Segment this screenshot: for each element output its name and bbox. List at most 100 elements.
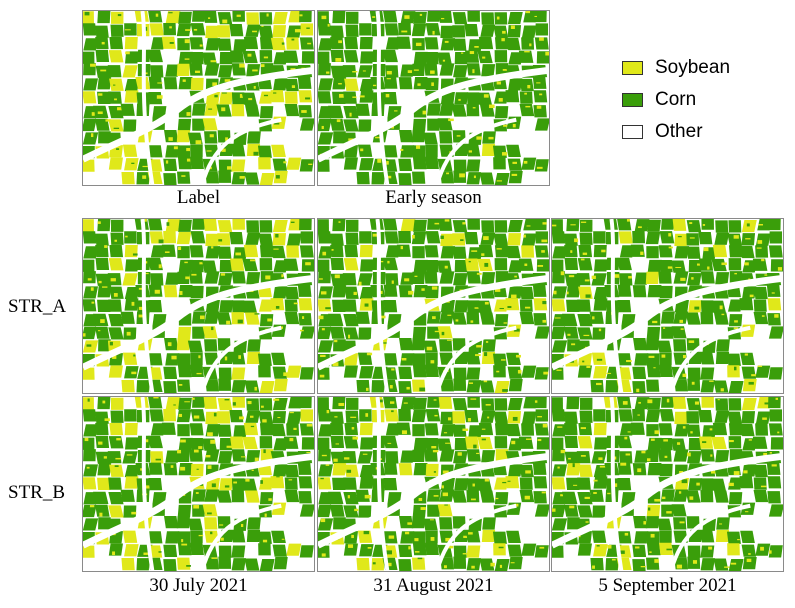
field-145 bbox=[437, 504, 453, 517]
crop-map-early-season bbox=[318, 11, 549, 185]
field-165 bbox=[247, 517, 261, 530]
field-182 bbox=[246, 351, 261, 365]
field-67 bbox=[301, 259, 314, 272]
field-214 bbox=[218, 556, 232, 569]
field-161 bbox=[187, 340, 203, 353]
field-speckle-119 bbox=[554, 317, 561, 319]
field-79 bbox=[231, 449, 246, 462]
field-104 bbox=[108, 91, 122, 104]
field-134 bbox=[753, 311, 769, 325]
field-122 bbox=[355, 103, 370, 116]
field-speckle-218 bbox=[746, 558, 752, 563]
field-193 bbox=[163, 366, 178, 379]
field-speckle-5 bbox=[626, 219, 630, 222]
field-62 bbox=[465, 50, 480, 63]
field-183 bbox=[726, 531, 741, 544]
field-129 bbox=[451, 104, 467, 117]
field-speckle-23 bbox=[401, 30, 408, 33]
field-speckle-92 bbox=[179, 291, 183, 295]
field-43 bbox=[205, 246, 221, 259]
field-86 bbox=[566, 285, 581, 298]
field-32 bbox=[286, 233, 302, 246]
field-194 bbox=[177, 543, 192, 556]
field-5 bbox=[148, 219, 163, 231]
field-78 bbox=[218, 451, 233, 464]
field-speckle-157 bbox=[375, 136, 380, 139]
field-speckle-18 bbox=[334, 416, 338, 418]
field-6 bbox=[634, 397, 650, 410]
field-114 bbox=[476, 478, 492, 491]
field-129 bbox=[216, 490, 232, 503]
field-181 bbox=[699, 352, 715, 365]
field-132 bbox=[259, 492, 274, 505]
field-speckle-129 bbox=[689, 496, 694, 500]
field-177 bbox=[177, 531, 191, 544]
field-speckle-132 bbox=[734, 320, 738, 323]
field-speckle-35 bbox=[104, 245, 108, 248]
field-speckle-79 bbox=[241, 456, 246, 458]
field-speckle-13 bbox=[260, 405, 264, 408]
field-162 bbox=[439, 131, 453, 144]
field-61 bbox=[454, 260, 468, 273]
field-130 bbox=[466, 312, 480, 325]
field-speckle-176 bbox=[404, 531, 410, 535]
non-crop-corridor-2 bbox=[435, 117, 517, 185]
field-88 bbox=[359, 464, 375, 478]
field-speckle-189 bbox=[586, 365, 591, 369]
field-speckle-87 bbox=[113, 84, 116, 86]
field-speckle-70 bbox=[115, 457, 122, 460]
field-speckle-19 bbox=[350, 416, 357, 418]
field-139 bbox=[592, 505, 606, 518]
field-41 bbox=[177, 424, 190, 437]
field-122 bbox=[355, 311, 370, 324]
field-speckle-12 bbox=[485, 404, 491, 406]
map-panel-str-a-31-august-2021 bbox=[317, 218, 550, 394]
field-159 bbox=[398, 337, 414, 351]
field-117 bbox=[519, 91, 533, 104]
field-speckle-111 bbox=[681, 479, 688, 484]
field-135 bbox=[533, 313, 547, 326]
field-14 bbox=[741, 397, 757, 411]
field-85 bbox=[83, 78, 99, 91]
field-93 bbox=[190, 463, 204, 477]
field-216 bbox=[244, 380, 260, 393]
field-211 bbox=[411, 171, 426, 184]
field-speckle-32 bbox=[523, 234, 526, 238]
field-100 bbox=[519, 286, 534, 300]
field-speckle-132 bbox=[267, 318, 272, 322]
field-speckle-208 bbox=[372, 562, 376, 565]
field-speckle-197 bbox=[462, 553, 468, 555]
field-67 bbox=[301, 437, 314, 450]
field-25 bbox=[425, 231, 441, 244]
field-speckle-123 bbox=[607, 492, 611, 495]
field-speckle-29 bbox=[249, 415, 254, 418]
field-speckle-49 bbox=[291, 38, 295, 41]
field-speckle-43 bbox=[207, 432, 213, 437]
field-speckle-107 bbox=[385, 93, 390, 98]
field-216 bbox=[244, 558, 260, 571]
field-73 bbox=[385, 451, 399, 464]
field-speckle-159 bbox=[407, 522, 414, 525]
field-speckle-105 bbox=[364, 303, 369, 307]
field-speckle-27 bbox=[218, 239, 223, 242]
field-61 bbox=[454, 438, 468, 451]
field-14 bbox=[272, 397, 288, 411]
non-crop-corridor-1 bbox=[609, 397, 624, 571]
field-36 bbox=[344, 244, 359, 258]
field-136 bbox=[83, 118, 97, 132]
field-speckle-4 bbox=[379, 399, 383, 403]
field-speckle-128 bbox=[447, 314, 452, 316]
field-176 bbox=[634, 531, 649, 544]
field-74 bbox=[634, 272, 649, 285]
field-25 bbox=[190, 409, 206, 422]
field-189 bbox=[577, 365, 592, 378]
field-210 bbox=[163, 559, 177, 571]
field-9 bbox=[438, 11, 453, 23]
field-124 bbox=[152, 106, 167, 119]
field-speckle-5 bbox=[155, 13, 159, 17]
field-215 bbox=[466, 172, 481, 185]
field-178 bbox=[425, 144, 438, 158]
field-193 bbox=[163, 158, 178, 171]
field-183 bbox=[492, 531, 507, 544]
field-112 bbox=[219, 478, 234, 491]
